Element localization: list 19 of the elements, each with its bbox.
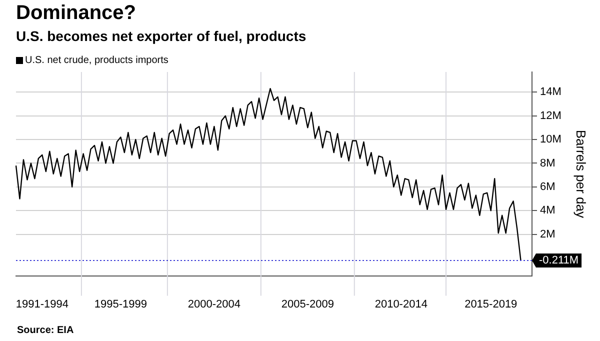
x-tick-label: 1995-1999 [94,298,147,310]
source-note: Source: EIA [17,325,74,336]
y-tick-label: 4M [540,204,556,217]
y-tick-label: 2M [540,228,556,240]
ref-line-label: -0.211M [539,254,579,267]
chart-title: Dominance? [16,2,136,25]
y-tick-label: 10M [540,134,562,146]
y-tick-label: 12M [540,110,562,122]
x-tick-label: 2005-2009 [281,298,334,310]
legend-label: U.S. net crude, products imports [25,55,168,66]
x-tick-label: 2010-2014 [374,298,428,310]
x-tick-label: 2000-2004 [188,298,240,310]
x-tick-label: 2015-2019 [464,298,518,310]
x-tick-label: 1991-1994 [16,298,68,310]
y-tick-label: 8M [540,157,556,170]
y-axis-title: Barrels per day [574,130,589,218]
y-tick-label: 14M [540,86,562,98]
y-tick-label: 6M [540,180,556,193]
chart-subtitle: U.S. becomes net exporter of fuel, products [16,28,306,44]
